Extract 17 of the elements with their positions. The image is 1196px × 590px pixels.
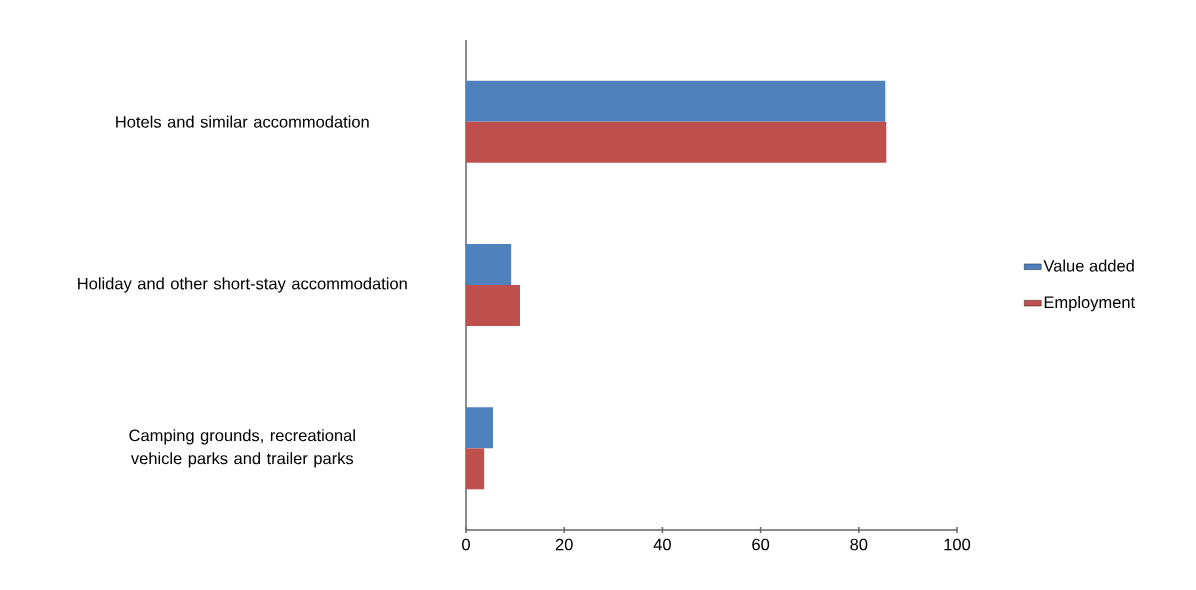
bar: [466, 448, 485, 490]
y-tick-label: Holiday and other short-stay accommodation: [78, 277, 407, 293]
legend-label: Employment: [1044, 295, 1135, 312]
x-tick-label: 100: [944, 538, 971, 551]
x-tick-label: 80: [850, 538, 868, 551]
x-tick-label: 40: [653, 538, 671, 551]
bar: [466, 243, 512, 285]
y-tick-label: Camping grounds, recreational vehicle parks and trailer parks: [129, 429, 355, 468]
bar: [466, 121, 887, 163]
bar: [466, 284, 521, 326]
x-tick-label: 60: [752, 538, 770, 551]
legend-label: Value added: [1043, 259, 1134, 272]
x-tick-label: 20: [555, 538, 573, 551]
bar: [466, 407, 494, 449]
y-tick-label: Hotels and similar accommodation: [116, 115, 369, 128]
x-tick-label: 0: [462, 538, 470, 551]
bar: [466, 80, 886, 122]
